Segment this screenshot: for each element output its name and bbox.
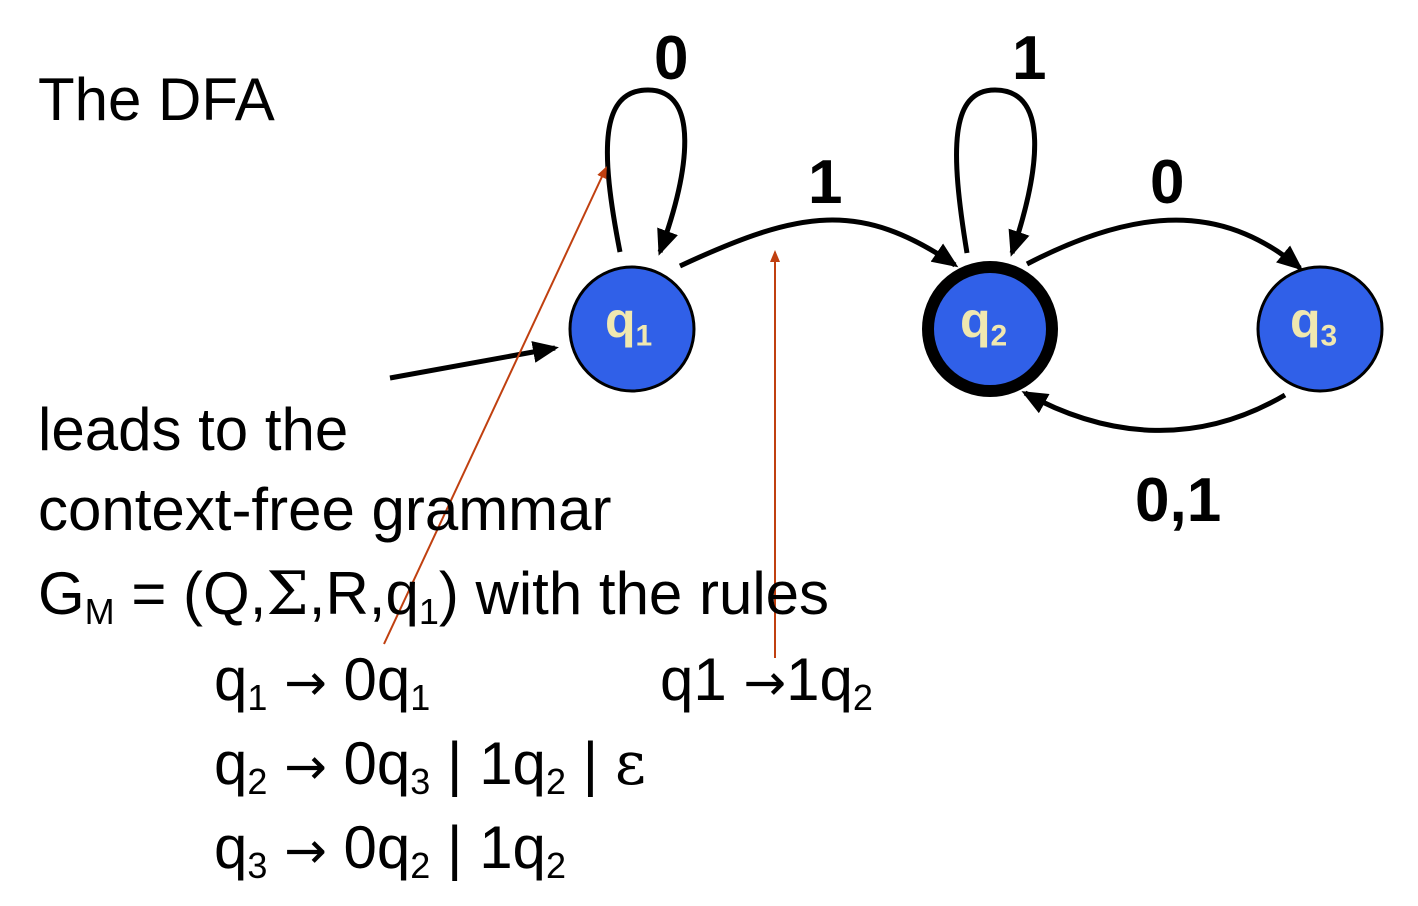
label-q2-q3: 0: [1150, 148, 1185, 217]
edge-q1-q2: [678, 217, 959, 269]
label-q1-q2: 1: [808, 148, 843, 217]
heading: The DFA: [38, 66, 275, 133]
grammar-definition: GM = (Q,Σ,R,q1) with the rules: [38, 559, 830, 633]
rule-q1-alt: q1 →1q2: [660, 646, 873, 719]
start-arrow: [389, 341, 559, 381]
rule-q3: q3 → 0q2 | 1q2: [214, 814, 566, 887]
label-q1-self: 0: [654, 24, 689, 93]
edge-q2-q3: [1025, 217, 1304, 271]
label-q2-self: 1: [1012, 24, 1047, 93]
state-label-q2: q2: [960, 292, 1008, 353]
edge-q1-self: [604, 87, 688, 256]
state-label-q1: q1: [605, 292, 653, 353]
text-leads-to: leads to the: [38, 396, 349, 463]
state-q1: [568, 265, 696, 393]
state-q2: [922, 261, 1058, 397]
label-q3-q2: 0,1: [1135, 466, 1222, 535]
rule-q1: q1 → 0q1: [214, 646, 431, 719]
state-q3: [1256, 265, 1384, 393]
annotation-line-rule1: [383, 166, 607, 645]
edge-q2-self: [954, 87, 1038, 257]
text-cfg: context-free grammar: [38, 476, 612, 543]
state-label-q3: q3: [1290, 292, 1338, 353]
edge-q3-q2: [1021, 390, 1287, 433]
rule-q2: q2 → 0q3 | 1q2 | ε: [214, 729, 646, 803]
